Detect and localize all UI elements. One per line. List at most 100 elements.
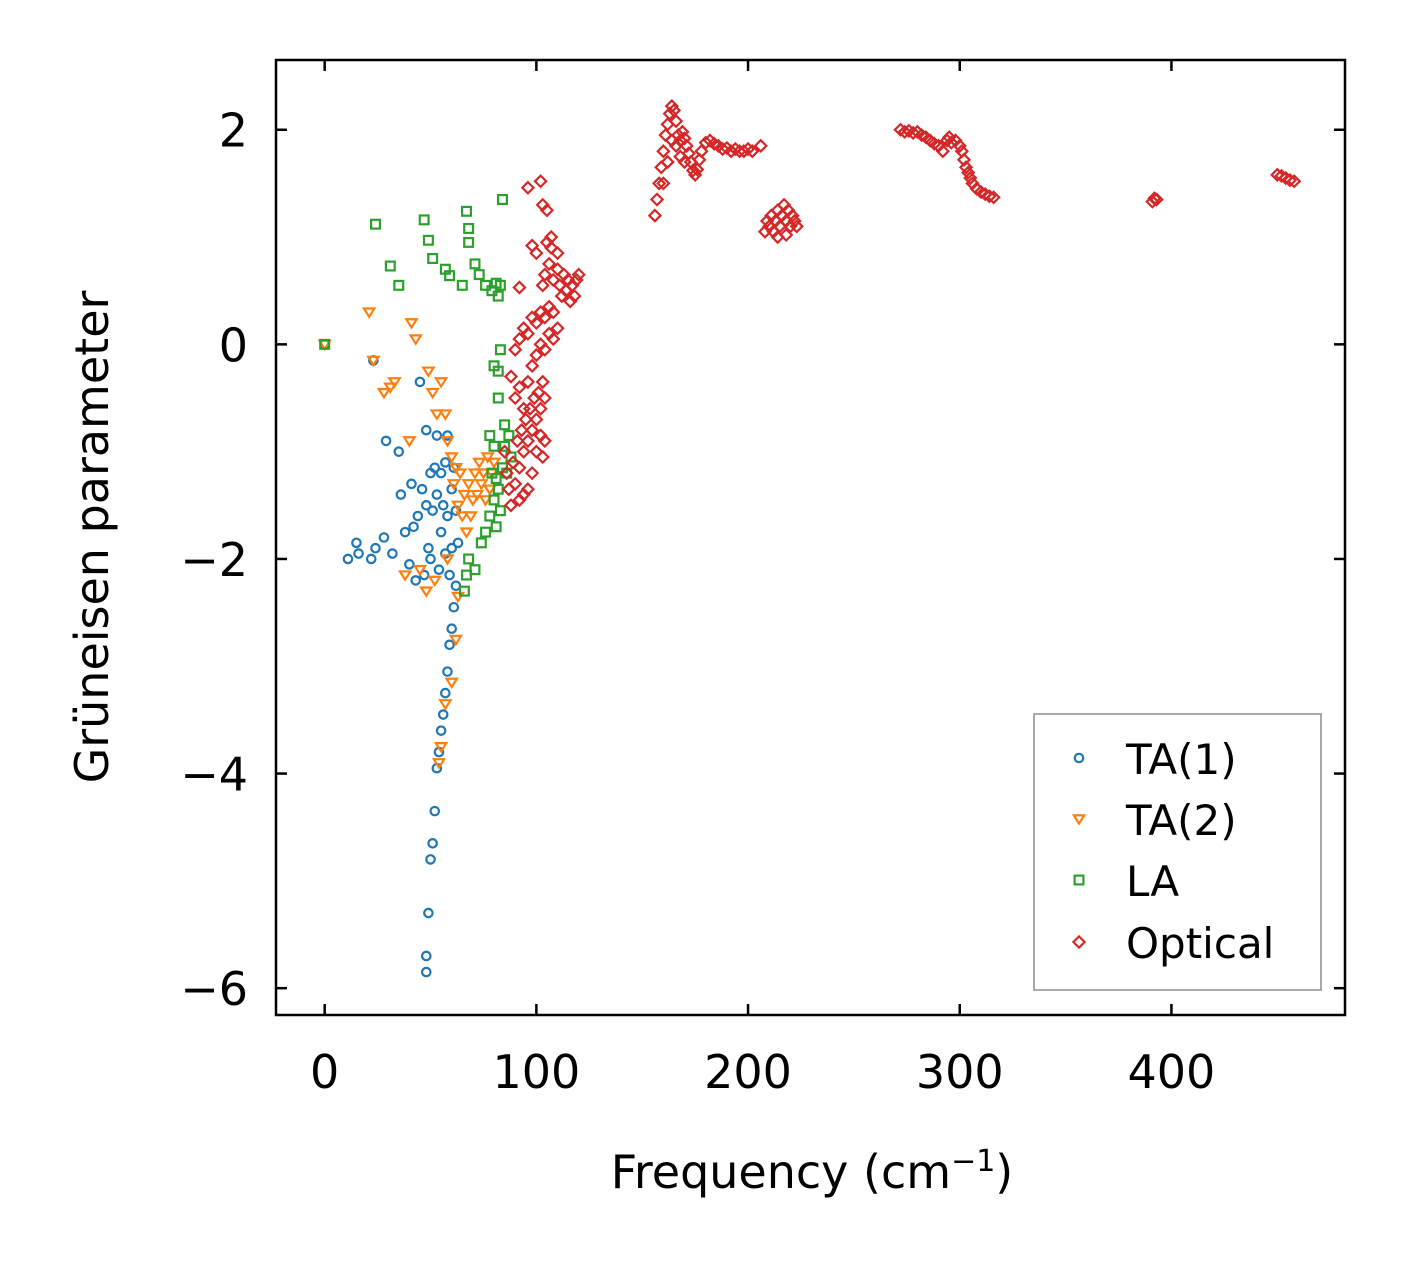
legend-label-la: LA	[1126, 857, 1179, 906]
data-point-ta2	[469, 489, 485, 502]
legend-item-optical: Optical	[1071, 919, 1274, 968]
data-point-la	[463, 236, 475, 248]
data-point-ta2	[425, 387, 440, 400]
data-point-ta1	[378, 532, 390, 543]
data-point-ta1	[435, 725, 447, 736]
data-point-optical	[961, 165, 976, 180]
data-point-ta1	[408, 521, 419, 533]
data-point-optical	[563, 294, 578, 309]
data-point-optical	[512, 460, 527, 475]
data-point-optical	[529, 315, 544, 331]
data-point-optical	[647, 208, 663, 223]
data-point-ta2	[361, 307, 377, 319]
data-point-optical	[567, 288, 582, 304]
x-tick-label: 0	[310, 1045, 339, 1099]
data-point-ta2	[421, 366, 436, 378]
data-point-ta1	[423, 542, 434, 554]
data-point-ta2	[480, 452, 495, 464]
data-point-optical	[986, 190, 1001, 205]
data-point-optical	[982, 189, 997, 204]
data-point-optical	[503, 498, 519, 513]
data-point-optical	[664, 98, 680, 114]
data-point-ta2	[429, 409, 445, 421]
data-point-la	[427, 253, 439, 265]
data-point-optical	[1287, 174, 1302, 189]
data-point-optical	[935, 144, 950, 159]
data-point-optical	[512, 280, 527, 295]
data-point-optical	[544, 229, 559, 245]
data-point-optical	[522, 401, 538, 416]
data-point-ta1	[448, 601, 460, 613]
data-point-ta2	[433, 377, 449, 389]
data-point-la	[490, 521, 502, 533]
data-point-optical	[524, 465, 540, 481]
legend-item-ta1: TA(1)	[1073, 735, 1237, 784]
data-point-la	[505, 451, 517, 463]
data-point-optical	[537, 390, 552, 406]
data-point-la	[458, 585, 470, 597]
data-point-ta1	[420, 500, 432, 511]
y-tick-label: −4	[180, 748, 248, 802]
data-point-ta1	[342, 553, 354, 565]
data-point-optical	[679, 138, 694, 153]
data-point-optical	[541, 256, 557, 272]
data-point-ta1	[429, 462, 441, 474]
data-point-optical	[753, 138, 768, 153]
data-point-la	[492, 290, 504, 302]
data-point-optical	[520, 326, 536, 341]
data-point-ta1	[404, 559, 415, 570]
data-point-ta1	[442, 510, 453, 522]
data-point-ta1	[420, 950, 432, 962]
data-point-optical	[941, 130, 957, 145]
data-point-optical	[514, 423, 529, 438]
data-point-ta2	[427, 575, 442, 588]
data-point-la	[480, 526, 492, 538]
data-point-ta2	[450, 591, 466, 604]
data-point-la	[499, 440, 511, 452]
data-point-optical	[666, 103, 682, 118]
data-point-la	[475, 537, 487, 549]
data-point-la	[494, 505, 506, 517]
data-point-optical	[779, 227, 794, 243]
data-point-optical	[508, 476, 523, 492]
data-point-la	[469, 564, 481, 576]
data-point-optical	[698, 135, 713, 150]
data-point-ta1	[412, 510, 424, 522]
legend-marker-circle-icon	[1073, 752, 1085, 764]
legend-swatch-square	[1073, 874, 1085, 886]
data-point-ta1	[416, 483, 428, 495]
data-point-ta2	[444, 677, 459, 690]
data-point-optical	[692, 152, 707, 167]
data-point-optical	[533, 174, 548, 189]
data-point-ta1	[406, 478, 417, 490]
data-point-la	[503, 430, 515, 442]
data-point-optical	[668, 138, 684, 153]
data-point-la	[484, 510, 496, 522]
data-point-ta2	[482, 484, 497, 496]
data-point-ta2	[452, 468, 468, 480]
legend-swatch-diamond	[1071, 934, 1087, 950]
data-point-optical	[535, 449, 550, 465]
data-point-ta2	[461, 479, 476, 491]
data-point-ta1	[427, 505, 438, 516]
data-point-ta1	[380, 435, 392, 447]
legend-swatch-circle	[1073, 752, 1085, 764]
data-point-ta2	[444, 452, 459, 464]
data-point-la	[463, 553, 475, 565]
legend-swatch-triangle-down	[1071, 814, 1087, 826]
data-point-ta2	[419, 586, 434, 598]
data-point-ta2	[438, 699, 453, 711]
data-point-ta2	[383, 382, 398, 395]
data-point-la	[461, 205, 473, 217]
data-point-ta1	[446, 542, 457, 554]
data-point-optical	[956, 152, 972, 167]
data-point-optical	[550, 245, 565, 261]
data-point-la	[456, 279, 468, 291]
data-point-ta1	[414, 376, 426, 388]
data-point-ta2	[387, 377, 402, 389]
data-point-la	[369, 218, 381, 230]
data-point-ta1	[435, 526, 447, 538]
data-point-optical	[520, 433, 536, 449]
data-point-ta1	[395, 489, 407, 500]
